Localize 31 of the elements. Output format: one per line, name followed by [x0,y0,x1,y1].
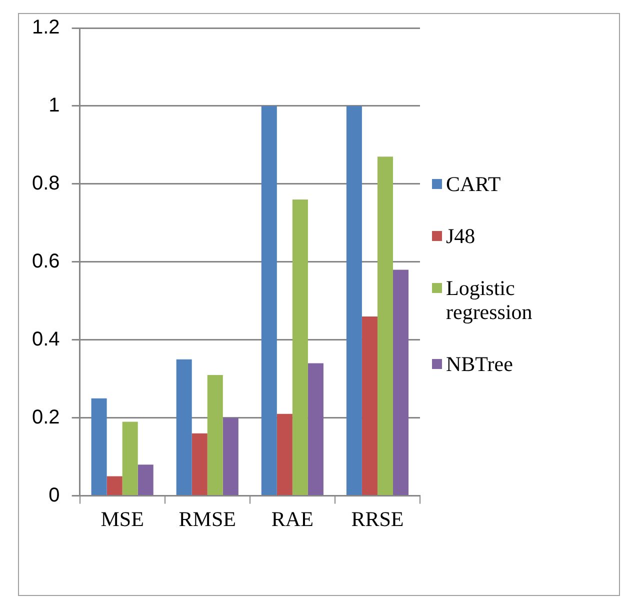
bar [207,374,223,496]
bar [261,106,277,496]
y-tick-label: 0.2 [32,406,60,428]
bar [106,476,122,496]
y-tick-label: 1.2 [32,16,60,39]
y-tick-label: 0.8 [32,172,60,194]
bar [362,316,378,496]
y-tick-label: 0.6 [32,250,60,272]
x-tick-label: RAE [271,506,314,531]
bar [192,433,208,496]
bar [276,414,292,496]
bar [122,422,138,496]
legend-label: Logistic regression [446,276,534,324]
x-tick-label: RMSE [178,506,236,531]
legend-label: CART [446,172,501,196]
y-tick-label: 0 [48,484,60,506]
x-tick-label: MSE [100,506,144,531]
x-tick-label: RRSE [351,506,404,531]
bar [222,418,238,496]
y-tick-label: 1 [48,94,60,116]
bar [138,464,154,496]
legend-label: NBTree [446,352,513,376]
bar [346,106,362,496]
bar [392,270,409,496]
bar [377,156,393,496]
legend-label: J48 [446,224,476,248]
bar [91,398,107,496]
bar [176,359,192,496]
bar [292,200,308,496]
y-tick-label: 0.4 [32,328,60,350]
bar [308,363,324,496]
